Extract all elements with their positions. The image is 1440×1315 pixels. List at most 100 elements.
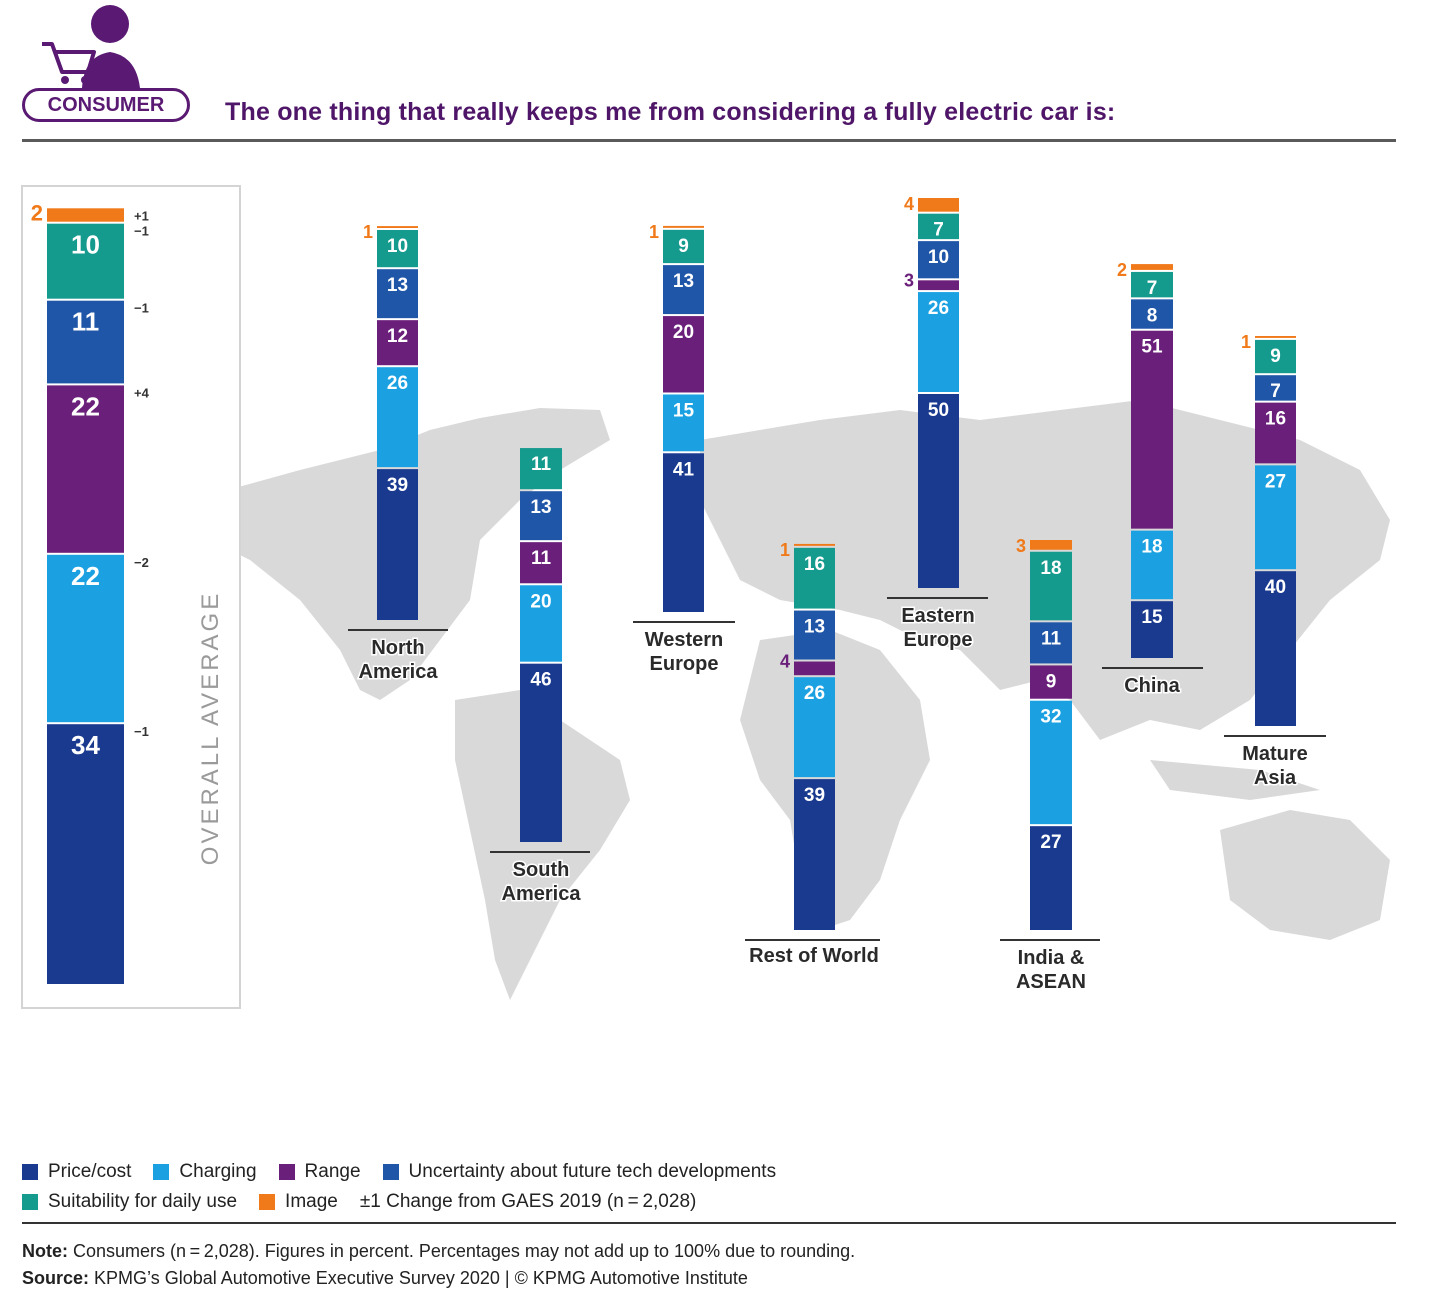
value-label-eastern-europe-suitability: 7 (933, 220, 944, 241)
value-label-eastern-europe-charging: 26 (928, 298, 949, 319)
value-label-overall-average-suitability: 10 (71, 230, 100, 260)
region-labels: NorthAmericaSouthAmericaWesternEuropeRes… (348, 597, 1326, 995)
value-label-western-europe-charging: 15 (673, 400, 695, 421)
bar-north-america-price (377, 469, 418, 620)
note-line: Note: Consumers (n = 2,028). Figures in … (22, 1238, 855, 1265)
value-label-overall-average-price: 34 (71, 730, 100, 760)
bar-rest-of-world-suitability (794, 547, 835, 609)
value-label-china-charging: 18 (1141, 537, 1162, 558)
bar-india-and-asean-suitability (1030, 551, 1072, 621)
bar-china-range (1131, 330, 1173, 529)
change-label-image: +1 (134, 208, 149, 223)
map-south-america (455, 690, 630, 1000)
bar-north-america-charging (377, 367, 418, 468)
legend-label-suitability: Suitability for daily use (48, 1191, 238, 1212)
value-label-china-uncertainty: 8 (1147, 305, 1158, 326)
bar-western-europe-charging (663, 394, 704, 452)
note-text: Consumers (n = 2,028). Figures in percen… (68, 1241, 856, 1261)
value-label-western-europe-image: 1 (649, 222, 659, 242)
value-label-mature-asia-price: 40 (1265, 577, 1286, 598)
change-label-charging: −2 (134, 555, 149, 570)
region-label-north-america-line1: North (371, 637, 424, 659)
bar-china-uncertainty (1131, 299, 1173, 329)
bar-rest-of-world-range (794, 661, 835, 676)
bar-overall-average-uncertainty (47, 300, 124, 384)
value-label-south-america-range: 11 (531, 548, 552, 569)
value-label-china-suitability: 7 (1147, 278, 1158, 299)
overall-average-label: OVERALL AVERAGE (197, 591, 224, 865)
bar-mature-asia-suitability (1255, 339, 1296, 374)
value-label-western-europe-uncertainty: 13 (673, 271, 694, 292)
source-label: Source: (22, 1268, 90, 1288)
value-label-western-europe-suitability: 9 (678, 236, 689, 257)
value-label-eastern-europe-image: 4 (904, 194, 914, 214)
change-label-suitability: −1 (134, 224, 149, 239)
value-label-overall-average-uncertainty: 11 (72, 307, 100, 337)
value-label-china-range: 51 (1141, 337, 1163, 358)
bar-north-america-range (377, 320, 418, 366)
value-label-overall-average-image: 2 (31, 200, 43, 225)
value-label-mature-asia-image: 1 (1241, 332, 1251, 352)
legend-label-price: Price/cost (48, 1161, 132, 1182)
world-map (190, 400, 1390, 1000)
value-label-india-and-asean-charging: 32 (1040, 707, 1061, 728)
legend-change-note: ±1 Change from GAES 2019 (n = 2,028) (359, 1191, 697, 1212)
value-label-north-america-range: 12 (387, 326, 408, 347)
bar-north-america-suitability (377, 230, 418, 268)
value-label-south-america-uncertainty: 13 (530, 497, 551, 518)
change-label-uncertainty: −1 (134, 301, 149, 316)
value-label-mature-asia-uncertainty: 7 (1270, 381, 1281, 402)
value-label-india-and-asean-price: 27 (1040, 832, 1061, 853)
bar-mature-asia-range (1255, 402, 1296, 464)
bar-mature-asia-uncertainty (1255, 375, 1296, 401)
legend-label-image: Image (285, 1191, 338, 1212)
bar-india-and-asean-price (1030, 826, 1072, 930)
region-label-india-and-asean-line1: India & (1018, 947, 1085, 969)
value-label-india-and-asean-suitability: 18 (1040, 558, 1061, 579)
value-label-india-and-asean-range: 9 (1046, 671, 1057, 692)
region-label-western-europe-line1: Western (645, 629, 724, 651)
change-label-range: +4 (134, 385, 150, 400)
value-label-north-america-image: 1 (363, 222, 373, 242)
change-label-price: −1 (134, 724, 149, 739)
bar-south-america-uncertainty (520, 491, 562, 541)
value-label-north-america-charging: 26 (387, 373, 408, 394)
bar-mature-asia-charging (1255, 465, 1296, 570)
value-label-mature-asia-charging: 27 (1265, 471, 1286, 492)
bar-india-and-asean-range (1030, 665, 1072, 699)
legend-label-uncertainty: Uncertainty about future tech developmen… (408, 1161, 777, 1182)
legend-item-image: Image (259, 1191, 338, 1213)
bar-eastern-europe-range (918, 280, 959, 291)
value-label-south-america-price: 46 (530, 670, 551, 691)
map-indonesia (1150, 760, 1320, 800)
legend-item-suitability: Suitability for daily use (22, 1191, 237, 1213)
source-line: Source: KPMG’s Global Automotive Executi… (22, 1265, 855, 1292)
note-label: Note: (22, 1241, 68, 1261)
legend-label-charging: Charging (179, 1161, 257, 1182)
source-text: KPMG’s Global Automotive Executive Surve… (89, 1268, 748, 1288)
chart-area: OVERALL AVERAGE 34 −122 −222 +411 −110 −12 +13… (21, 185, 1390, 1009)
bar-china-charging (1131, 530, 1173, 600)
bar-south-america-charging (520, 585, 562, 662)
legend-label-range: Range (304, 1161, 361, 1182)
bar-rest-of-world-uncertainty (794, 610, 835, 660)
value-label-overall-average-charging: 22 (71, 561, 100, 591)
legend-swatch-image (259, 1194, 276, 1210)
bar-india-and-asean-uncertainty (1030, 622, 1072, 664)
region-label-western-europe-line2: Europe (650, 653, 719, 675)
value-label-south-america-charging: 20 (530, 591, 551, 612)
bar-western-europe-image (663, 225, 704, 228)
value-label-india-and-asean-uncertainty: 11 (1041, 628, 1062, 649)
bar-western-europe-price (663, 453, 704, 612)
bar-overall-average-range (47, 385, 124, 553)
legend-swatch-range (278, 1164, 295, 1180)
chart-title: The one thing that really keeps me from … (225, 98, 1116, 126)
value-label-india-and-asean-image: 3 (1016, 536, 1026, 556)
value-label-china-price: 15 (1141, 607, 1163, 628)
legend-swatch-suitability (22, 1194, 38, 1210)
bar-india-and-asean-charging (1030, 700, 1072, 825)
bar-overall-average-price (47, 724, 124, 984)
bars: 34 −122 −222 +411 −110 −12 +139261213101462011… (31, 194, 1296, 984)
value-label-eastern-europe-price: 50 (928, 400, 949, 421)
value-label-south-america-suitability: 11 (531, 454, 552, 475)
